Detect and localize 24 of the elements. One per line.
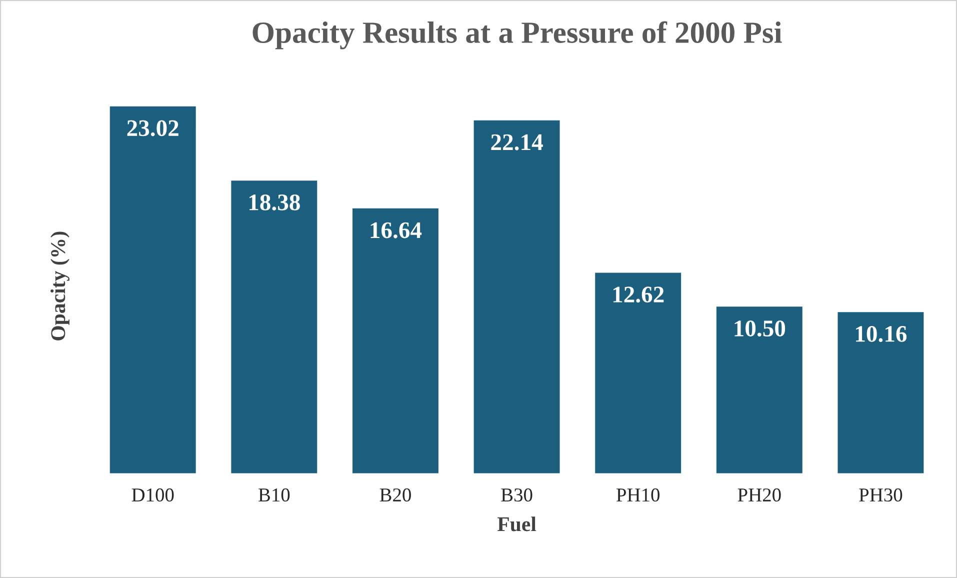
bar [836, 310, 926, 474]
data-label: 23.02 [127, 120, 178, 136]
bar [230, 179, 319, 474]
bar [351, 207, 440, 474]
data-label: 16.64 [370, 222, 422, 238]
bar [594, 271, 682, 474]
bar [108, 104, 198, 474]
bar [715, 305, 804, 474]
x-tick-label: B20 [380, 488, 411, 502]
x-tick-label: PH10 [616, 488, 660, 502]
data-label: 10.16 [856, 326, 907, 342]
chart-title: Opacity Results at a Pressure of 2000 Psi [252, 21, 782, 50]
x-tick-label: B10 [258, 488, 290, 502]
data-label: 22.14 [491, 134, 543, 150]
bar [472, 119, 562, 474]
y-axis-title: Opacity (%) [50, 232, 70, 340]
x-axis-title: Fuel [497, 516, 536, 532]
x-tick-label: PH20 [738, 488, 781, 502]
x-tick-label: B30 [501, 488, 532, 502]
data-label: 10.50 [734, 320, 786, 337]
x-tick-label: PH30 [859, 488, 902, 502]
data-label: 12.62 [613, 286, 664, 303]
x-tick-label: D100 [132, 488, 174, 502]
data-label: 18.38 [249, 194, 300, 210]
